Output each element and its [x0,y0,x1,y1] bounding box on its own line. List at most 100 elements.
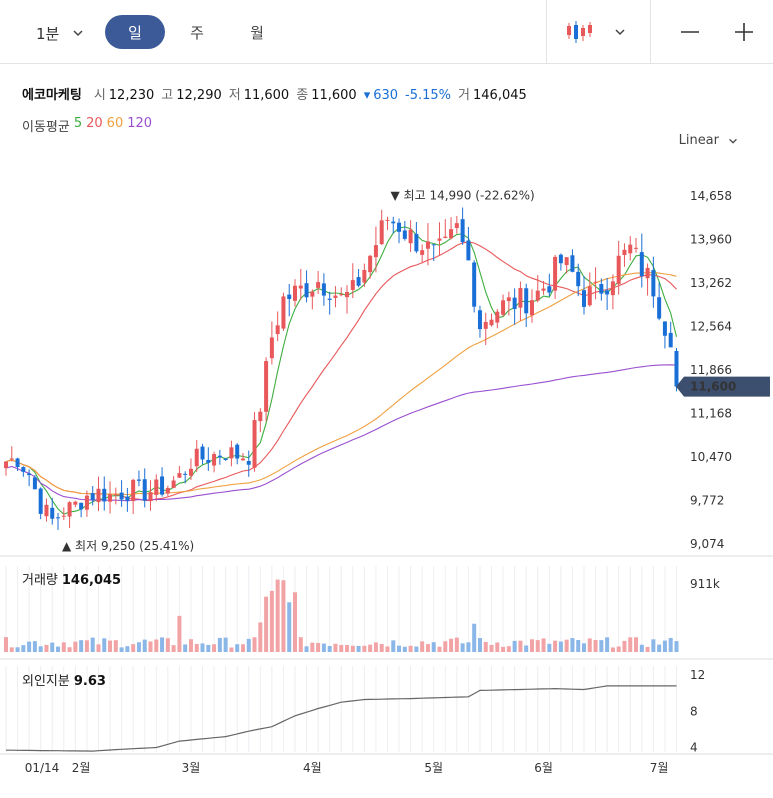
candle-body [108,494,113,502]
volume-bar [483,641,488,652]
volume-bar [56,646,61,652]
ma-120-label: 120 [127,116,153,131]
volume-bar [570,638,575,652]
candle-body [258,411,263,422]
volume-bar [9,647,14,652]
tab-month[interactable]: 월 [237,15,277,49]
volume-bar [269,590,274,652]
toolbar-divider [650,0,651,64]
candle-body [44,504,49,517]
last-price-badge [676,376,770,397]
foreign-tick-label: 12 [690,668,705,682]
volume-bar [177,615,182,652]
ma-20-label: 20 [86,116,103,131]
candle-body [287,294,292,300]
foreign-tick-label: 4 [690,740,698,754]
candles [4,207,679,530]
candle-body [558,254,563,264]
zoom-out-button[interactable] [674,16,706,48]
volume-pane-value: 146,045 [61,573,122,588]
volume-bar [599,640,604,652]
candle-body [333,295,338,298]
candle-body [38,488,43,514]
price-tick-label: 13,960 [690,233,732,247]
volume-bar [252,637,257,652]
candle-body [200,446,205,460]
candle-body [61,515,66,517]
candle-body [466,240,471,261]
volume-bar [454,637,459,652]
candle-body [425,241,430,249]
chevron-down-icon [73,30,83,37]
date-tick-label: 2월 [72,761,91,775]
candle-body [21,467,26,472]
candle-body [547,286,552,293]
candle-body [605,290,610,295]
candle-body [379,220,384,245]
volume-bar [576,640,581,652]
volume-bar [541,638,546,652]
open-label: 시 [93,88,106,103]
candle-body [443,236,448,238]
volume-bar [489,644,494,652]
volume-bar [449,638,454,652]
candle-body [368,255,373,273]
moving-average-legend: 이동평균 5 20 60 120 [22,116,152,135]
volume-bar [84,640,89,652]
volume-bar [535,640,540,652]
candle-body [119,492,124,500]
candle-body [9,458,14,460]
candle-body [73,501,78,505]
price-tick-label: 13,262 [690,276,732,290]
interval-label: 1분 [36,24,60,43]
candle-body [304,283,309,298]
volume-bar [281,580,286,652]
volume-bar [240,644,245,652]
candle-body [131,479,136,502]
change-percent: -5.15% [405,88,452,103]
interval-dropdown[interactable]: 1분 [36,18,85,48]
tab-week[interactable]: 주 [177,15,217,49]
high-value: 12,290 [176,88,222,103]
candle-body [362,269,367,283]
foreign-pane-title: 외인지분 [22,674,70,689]
volume-bar [524,645,529,652]
candle-body [437,238,442,241]
volume-bar [327,645,332,652]
volume-bar [183,644,188,652]
candle-body [495,311,500,323]
volume-bar [668,637,673,652]
volume-bar [235,644,240,652]
volume-bar [437,646,442,652]
date-tick-label: 6월 [534,761,553,775]
price-tick-label: 14,658 [690,189,732,203]
volume-bar [136,642,141,652]
volume-bar [518,640,523,652]
candle-body [90,493,95,500]
volume-bar [529,639,534,652]
candle-body [610,281,615,296]
volume-bar [113,640,118,652]
candle-body [84,495,89,510]
date-tick-label: 01/14 [25,761,60,775]
volume-bar [32,641,37,652]
candle-body [529,300,534,316]
ma-60-line [5,272,677,496]
tab-day[interactable]: 일 [105,15,165,49]
volume-bar [67,647,72,652]
scale-mode-dropdown[interactable]: Linear [679,133,739,148]
zoom-in-button[interactable] [728,16,760,48]
volume-bar [142,639,147,652]
open-value: 12,230 [108,88,155,103]
plus-icon [735,23,753,41]
chart-type-dropdown[interactable] [565,16,635,48]
ma-5-label: 5 [73,116,83,131]
volume-bar [102,638,107,652]
candle-body [460,219,465,243]
toolbar-divider [546,0,547,64]
volume-bar [379,643,384,652]
price-tick-label: 9,772 [690,494,724,508]
candle-body [264,361,269,412]
volume-bar [96,644,101,652]
